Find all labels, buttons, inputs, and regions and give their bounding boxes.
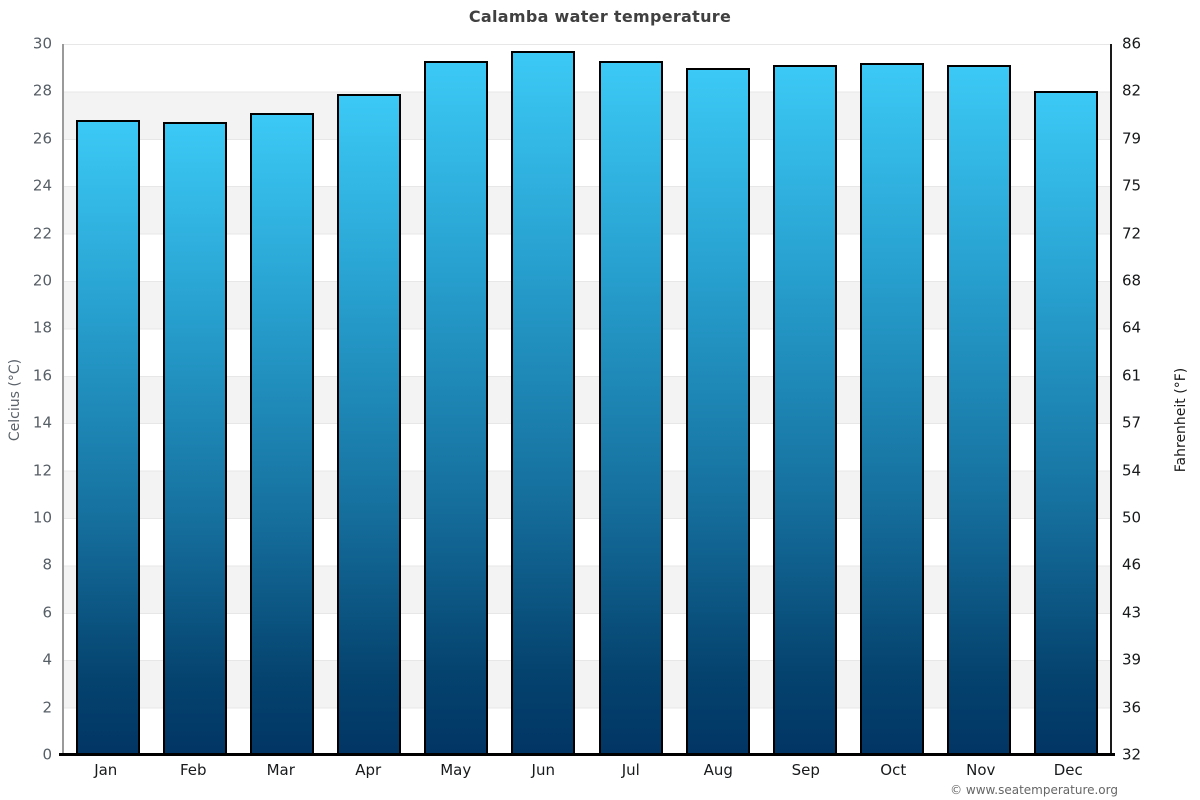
temperature-bar-feb: [162, 122, 227, 755]
y-tick-celsius: 26: [32, 129, 52, 148]
y-tick-fahrenheit: 75: [1122, 176, 1142, 195]
y-tick-celsius: 30: [32, 34, 52, 53]
temperature-bar-mar: [249, 112, 314, 755]
y-axis-celsius-ticks: 0 2 4 6 8 10 12 14 16 18 20 22 24 26 28 30: [0, 36, 52, 762]
y-tick-fahrenheit: 79: [1122, 129, 1142, 148]
y-tick-fahrenheit: 82: [1122, 81, 1142, 100]
temperature-bar-jul: [598, 60, 663, 755]
y-tick-celsius: 12: [32, 461, 52, 480]
y-axis-label-fahrenheit: Fahrenheit (°F): [1173, 367, 1189, 473]
x-axis-month-labels: Jan Feb Mar Apr May Jun Jul Aug Sep Oct Nov Dec: [62, 761, 1112, 779]
x-tick-month: Apr: [355, 761, 382, 779]
y-axis-fahrenheit-ticks: 32 36 39 43 46 50 54 57 61 64 68 72 75 79 82 86: [1122, 36, 1192, 762]
y-tick-fahrenheit: 57: [1122, 413, 1142, 432]
y-tick-fahrenheit: 72: [1122, 224, 1142, 243]
y-tick-fahrenheit: 86: [1122, 34, 1142, 53]
y-tick-celsius: 18: [32, 318, 52, 337]
copyright-credit: © www.seatemperature.org: [950, 783, 1118, 797]
x-tick-month: Sep: [791, 761, 820, 779]
x-axis-line: [59, 753, 1115, 756]
bar-slot: [500, 44, 587, 755]
x-tick-month: Mar: [266, 761, 295, 779]
y-tick-celsius: 22: [32, 224, 52, 243]
y-tick-celsius: 16: [32, 366, 52, 385]
bars-container: [64, 44, 1110, 755]
y-tick-celsius: 2: [42, 698, 52, 717]
chart-title: Calamba water temperature: [468, 7, 732, 26]
y-tick-celsius: 24: [32, 176, 52, 195]
y-tick-fahrenheit: 32: [1122, 745, 1142, 764]
bar-slot: [849, 44, 936, 755]
x-tick-month: Jan: [94, 761, 118, 779]
y-tick-fahrenheit: 50: [1122, 508, 1142, 527]
bar-slot: [936, 44, 1023, 755]
x-tick-month: Aug: [703, 761, 733, 779]
x-tick-month: Jul: [621, 761, 640, 779]
temperature-bar-may: [424, 60, 489, 755]
x-tick-month: Oct: [880, 761, 907, 779]
temperature-bar-aug: [685, 67, 750, 755]
temperature-bar-sep: [772, 65, 837, 755]
y-tick-celsius: 4: [42, 650, 52, 669]
y-tick-fahrenheit: 61: [1122, 366, 1142, 385]
y-tick-celsius: 28: [32, 81, 52, 100]
x-tick-month: Dec: [1053, 761, 1083, 779]
y-axis-label-celsius: Celcius (°C): [7, 358, 23, 442]
plot-area: [62, 44, 1112, 755]
bar-slot: [587, 44, 674, 755]
x-tick-month: Jun: [531, 761, 555, 779]
x-tick-month: May: [440, 761, 472, 779]
x-tick-month: Feb: [179, 761, 207, 779]
bar-slot: [64, 44, 151, 755]
y-tick-celsius: 20: [32, 271, 52, 290]
temperature-bar-jun: [511, 51, 576, 755]
y-tick-fahrenheit: 54: [1122, 461, 1142, 480]
temperature-bar-jan: [75, 119, 140, 755]
y-tick-fahrenheit: 64: [1122, 318, 1142, 337]
y-tick-fahrenheit: 68: [1122, 271, 1142, 290]
bar-slot: [413, 44, 500, 755]
y-tick-fahrenheit: 39: [1122, 650, 1142, 669]
bar-slot: [238, 44, 325, 755]
y-tick-celsius: 8: [42, 555, 52, 574]
y-tick-fahrenheit: 43: [1122, 603, 1142, 622]
y-tick-fahrenheit: 36: [1122, 698, 1142, 717]
temperature-bar-oct: [860, 62, 925, 755]
temperature-bar-apr: [337, 93, 402, 755]
y-tick-fahrenheit: 46: [1122, 555, 1142, 574]
temperature-bar-dec: [1034, 91, 1099, 755]
x-tick-month: Nov: [966, 761, 996, 779]
bar-slot: [326, 44, 413, 755]
y-tick-celsius: 10: [32, 508, 52, 527]
y-tick-celsius: 14: [32, 413, 52, 432]
y-tick-celsius: 0: [42, 745, 52, 764]
bar-slot: [1023, 44, 1110, 755]
y-tick-celsius: 6: [42, 603, 52, 622]
bar-slot: [151, 44, 238, 755]
temperature-bar-nov: [947, 65, 1012, 755]
bar-slot: [761, 44, 848, 755]
bar-slot: [674, 44, 761, 755]
